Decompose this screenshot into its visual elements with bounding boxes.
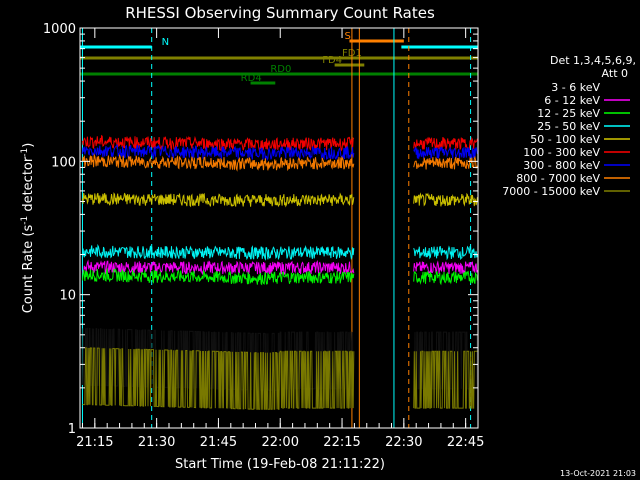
x-axis-label: Start Time (19-Feb-08 21:11:22)	[175, 457, 385, 472]
series-layer	[82, 134, 478, 410]
x-tick-label: 21:30	[138, 435, 175, 450]
legend-label: 100 - 300 keV	[523, 146, 600, 159]
y-tick-label: 10	[59, 289, 76, 304]
series-line	[82, 153, 478, 172]
x-tick-label: 22:00	[262, 435, 299, 450]
legend-label: 50 - 100 keV	[530, 133, 600, 146]
legend-label: 7000 - 15000 keV	[502, 185, 600, 198]
y-tick-label: 1	[68, 422, 76, 437]
x-tick-label: 21:15	[76, 435, 113, 450]
flag-label: N	[162, 37, 169, 48]
legend-title-1: Det 1,3,4,5,6,9,	[550, 54, 636, 67]
series-line	[82, 143, 478, 161]
x-tick-label: 22:15	[323, 435, 360, 450]
x-tick-label: 21:45	[200, 435, 237, 450]
y-axis-label-main: Count Rate (s	[21, 225, 36, 314]
series-line	[82, 347, 478, 410]
legend-label: 300 - 800 keV	[523, 159, 600, 172]
x-tick-label: 22:45	[447, 435, 484, 450]
x-tick-label: 22:30	[385, 435, 422, 450]
legend-label: 12 - 25 keV	[537, 107, 600, 120]
legend-label: 800 - 7000 keV	[516, 172, 600, 185]
series-line	[82, 259, 478, 276]
y-axis-label-sup1: -1	[20, 216, 30, 225]
x-axis: 21:15 21:30 21:45 22:00 22:15 22:30 22:45	[76, 28, 484, 450]
flag-label: RD0	[270, 64, 291, 75]
plot-frame	[79, 27, 479, 429]
y-axis: 1 10 100 1000	[43, 22, 478, 437]
flag-label: RD4	[241, 73, 262, 84]
chart-title: RHESSI Observing Summary Count Rates	[125, 4, 435, 22]
flag-label: S	[345, 31, 351, 42]
series-line	[82, 267, 478, 286]
series-line	[82, 243, 478, 261]
legend-label: 3 - 6 keV	[551, 81, 600, 94]
legend-label: 25 - 50 keV	[537, 120, 600, 133]
footer-timestamp: 13-Oct-2021 21:03	[560, 469, 636, 478]
series-line	[82, 192, 478, 208]
y-axis-label-sup2: -1	[20, 148, 30, 157]
y-tick-label: 100	[51, 155, 76, 170]
y-tick-label: 1000	[43, 22, 76, 37]
y-axis-label-tail: detector	[21, 156, 36, 216]
series-line	[82, 134, 478, 152]
legend-label: 6 - 12 keV	[544, 94, 600, 107]
y-axis-label-close: )	[21, 143, 36, 148]
flag-label: FD4	[322, 55, 342, 66]
legend-title-2: Att 0	[602, 67, 628, 80]
y-axis-label: Count Rate (s-1 detector-1)	[20, 143, 36, 314]
